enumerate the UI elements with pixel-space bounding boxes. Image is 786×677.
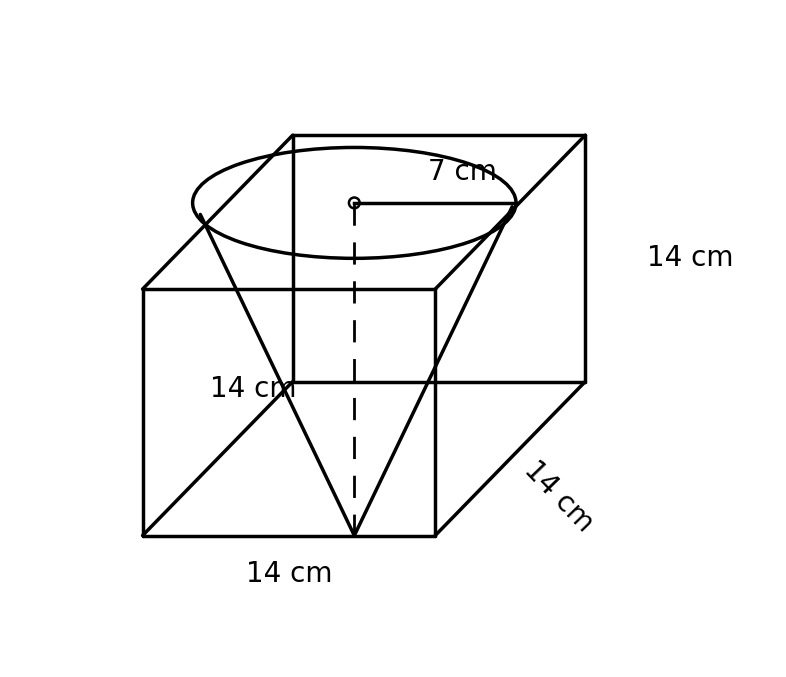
Text: 14 cm: 14 cm (245, 560, 332, 588)
Text: 7 cm: 7 cm (428, 158, 497, 186)
Text: 14 cm: 14 cm (647, 244, 733, 272)
Text: 14 cm: 14 cm (518, 456, 598, 538)
Text: 14 cm: 14 cm (210, 375, 296, 403)
